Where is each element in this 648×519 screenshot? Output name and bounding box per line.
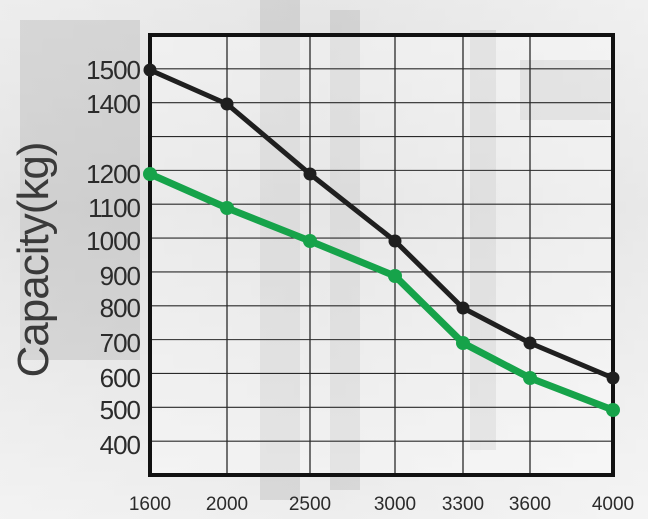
y-tick-label: 1200 <box>86 159 140 189</box>
x-tick-label: 2500 <box>289 494 331 515</box>
background-structure <box>20 20 140 360</box>
series-point <box>220 97 234 111</box>
background-structure <box>470 30 496 450</box>
frame-layer <box>148 33 615 477</box>
series-point <box>523 371 537 385</box>
y-tick-label: 500 <box>100 395 141 425</box>
y-tick-label: 1400 <box>86 89 140 119</box>
background-structure <box>520 60 610 120</box>
y-tick-label: 700 <box>100 328 141 358</box>
series-point <box>143 63 157 77</box>
series-point <box>388 234 402 248</box>
x-tick-label: 3000 <box>374 494 416 515</box>
y-tick-label: 1000 <box>86 226 140 256</box>
x-tick-label: 4000 <box>592 494 634 515</box>
y-tick-label: 1100 <box>88 193 140 223</box>
x-tick-label: 3300 <box>442 494 484 515</box>
x-tick-label: 3600 <box>509 494 551 515</box>
plot-frame <box>148 33 615 477</box>
series-point <box>143 167 157 181</box>
series-point <box>388 269 402 283</box>
y-tick-label: 800 <box>100 293 141 323</box>
series-point <box>523 336 537 350</box>
series-point <box>606 403 620 417</box>
x-tick-label: 2000 <box>206 494 248 515</box>
series-point <box>220 201 234 215</box>
x-tick-layer: 1600 2000 2500 3000 3300 3600 4000 <box>129 494 634 515</box>
series-point <box>456 301 470 315</box>
y-tick-label: 900 <box>100 261 141 291</box>
y-tick-label: 400 <box>100 430 141 460</box>
background-structure <box>260 0 300 500</box>
series-point <box>303 167 317 181</box>
series-point <box>606 371 620 385</box>
x-tick-label: 1600 <box>129 494 171 515</box>
y-tick-label: 600 <box>100 363 141 393</box>
series-point <box>303 234 317 248</box>
series-point <box>456 336 470 350</box>
series-layer <box>143 63 620 417</box>
y-tick-label: 1500 <box>86 55 140 85</box>
